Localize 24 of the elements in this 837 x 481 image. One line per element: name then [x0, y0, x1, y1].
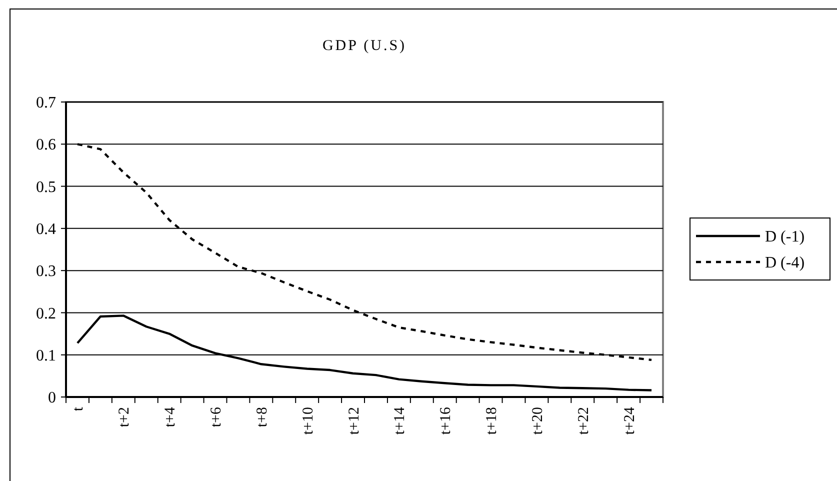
legend-label: D (-1)	[765, 228, 805, 246]
y-tick-label: 0.1	[36, 347, 56, 364]
legend-label: D (-4)	[765, 254, 805, 272]
x-tick-label: t+16	[438, 406, 454, 435]
x-tick-label: t+4	[162, 406, 179, 428]
x-tick-label: t+2	[116, 407, 133, 428]
y-tick-label: 0.6	[36, 136, 56, 154]
x-tick-label: t+24	[622, 406, 638, 435]
x-tick-label: t+20	[530, 407, 546, 435]
y-tick-label: 0.5	[36, 178, 56, 196]
x-tick-label: t+22	[576, 407, 592, 435]
y-tick-label: 0	[48, 390, 56, 407]
x-tick-label: t+12	[346, 407, 362, 435]
y-tick-label: 0.7	[36, 94, 56, 112]
x-tick-label: t+18	[484, 407, 500, 435]
y-tick-label: 0.4	[36, 221, 56, 238]
x-tick-label: t+14	[392, 406, 408, 435]
x-tick-label: t	[70, 406, 87, 412]
x-tick-label: t+10	[300, 407, 316, 435]
x-tick-label: t+6	[208, 406, 224, 428]
chart-title: GDP (U.S)	[322, 38, 407, 54]
y-tick-label: 0.2	[36, 305, 56, 322]
x-tick-label: t+8	[254, 407, 270, 428]
y-tick-label: 0.3	[36, 263, 56, 280]
